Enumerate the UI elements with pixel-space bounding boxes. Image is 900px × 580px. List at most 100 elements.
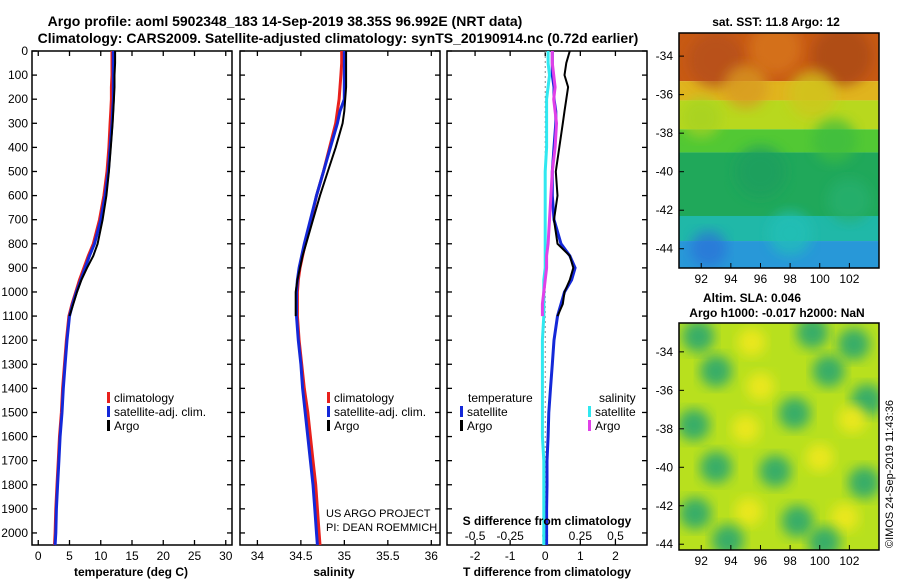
x-tick-label: 35.5 xyxy=(376,549,400,563)
sst-map-title: sat. SST: 11.8 Argo: 12 xyxy=(712,15,840,29)
t-difference-axis-label: T difference from climatology xyxy=(463,565,631,579)
legend-satellite-swatch xyxy=(107,406,110,417)
s-difference-axis: -0.5-0.2500.250.5 xyxy=(465,529,624,543)
depth-tick-label: 1100 xyxy=(2,309,28,323)
lon-tick-label: 98 xyxy=(783,554,797,568)
lat-tick-label: -42 xyxy=(656,203,674,217)
depth-tick-label: 800 xyxy=(8,237,28,251)
sst-map-panel: sat. SST: 11.8 Argo: 12 92 94 96 98 100 102 -3… xyxy=(656,15,880,286)
lon-tick-label: 96 xyxy=(754,272,768,286)
sla-high-anomaly xyxy=(737,328,766,357)
lon-tick-label: 102 xyxy=(839,272,859,286)
lat-tick-label: -38 xyxy=(656,422,674,436)
sla-high-anomaly xyxy=(746,372,775,401)
series-s-argo xyxy=(540,51,559,317)
depth-tick-label: 900 xyxy=(8,261,28,275)
sla-field xyxy=(679,323,879,550)
legend-climatology-swatch xyxy=(327,392,330,403)
sla-high-anomaly xyxy=(838,405,867,434)
depth-axis-ticks xyxy=(447,50,647,534)
legend-satellite-swatch xyxy=(327,406,330,417)
legend-satellite-label: satellite-adj. clim. xyxy=(334,405,426,419)
sla-map-axes: 92 94 96 98 100 102 -34 -36 -38 -40 -42 -44 xyxy=(656,345,860,568)
x-tick-label: 15 xyxy=(125,549,139,563)
t-difference-axis: -2 -1 0 1 2 xyxy=(470,51,619,563)
sst-map-axes: 92 94 96 98 100 102 -34 -36 -38 -40 -42 -44 xyxy=(656,49,860,286)
temperature-series xyxy=(53,51,117,546)
legend-satellite-label: satellite-adj. clim. xyxy=(114,405,206,419)
legend-climatology-swatch xyxy=(107,392,110,403)
imos-timestamp: ©IMOS 24-Sep-2019 11:43:36 xyxy=(884,400,896,548)
lat-tick-label: -44 xyxy=(656,537,674,551)
difference-series xyxy=(540,50,577,545)
s-tick-label: -0.25 xyxy=(496,529,524,543)
legend-argo-label: Argo xyxy=(114,419,140,433)
legend-s-satellite-label: satellite xyxy=(595,405,636,419)
legend-argo-swatch xyxy=(327,420,330,431)
sla-low-anomaly xyxy=(700,451,733,484)
x-tick-label: 5 xyxy=(66,549,73,563)
s-tick-label: 0.5 xyxy=(607,529,624,543)
sla-low-anomaly xyxy=(711,524,744,550)
depth-tick-label: 500 xyxy=(8,164,28,178)
lon-tick-label: 100 xyxy=(810,554,830,568)
sla-high-anomaly xyxy=(731,414,760,443)
lat-tick-label: -34 xyxy=(656,345,674,359)
sla-low-anomaly xyxy=(781,505,814,538)
lon-tick-label: 92 xyxy=(695,272,709,286)
depth-tick-label: 400 xyxy=(8,140,28,154)
sst-patch xyxy=(812,118,857,163)
x-tick-label: 30 xyxy=(219,549,233,563)
lat-tick-label: -40 xyxy=(656,165,674,179)
depth-tick-label: 1600 xyxy=(1,430,28,444)
salinity-plot-frame xyxy=(239,50,441,546)
lat-tick-label: -36 xyxy=(656,383,674,397)
legend-temperature-heading: temperature xyxy=(468,391,533,405)
sst-patch xyxy=(749,33,802,75)
sla-map-frame xyxy=(678,322,880,551)
credit-pi: PI: DEAN ROEMMICH xyxy=(326,522,437,534)
sst-field xyxy=(679,33,879,268)
lon-tick-label: 94 xyxy=(724,272,738,286)
legend-t-argo-label: Argo xyxy=(467,419,493,433)
sla-low-anomaly xyxy=(679,408,710,441)
x-tick-label: 2 xyxy=(612,549,619,563)
lat-tick-label: -38 xyxy=(656,126,674,140)
difference-legend: temperature satellite Argo salinity sate… xyxy=(460,391,636,433)
x-tick-label: 1 xyxy=(577,549,584,563)
legend-t-argo-swatch xyxy=(460,420,463,431)
depth-tick-label: 1000 xyxy=(1,285,28,299)
sla-map-title-2: Argo h1000: -0.017 h2000: NaN xyxy=(689,306,864,320)
lat-tick-label: -42 xyxy=(656,499,674,513)
legend-t-satellite-label: satellite xyxy=(467,405,508,419)
sst-patch xyxy=(768,211,813,256)
x-tick-label: 0 xyxy=(542,549,549,563)
depth-tick-label: 1400 xyxy=(1,381,28,395)
salinity-profile-panel: 34 34.5 35 35.5 36 salinity climatology sate… xyxy=(239,50,441,579)
sla-high-anomaly xyxy=(830,503,859,532)
x-tick-label: 36 xyxy=(425,549,439,563)
figure-title-line-1: Argo profile: aoml 5902348_183 14-Sep-20… xyxy=(48,13,523,29)
legend-s-argo-swatch xyxy=(588,420,591,431)
sla-map-panel: Altim. SLA: 0.046 Argo h1000: -0.017 h20… xyxy=(656,291,880,568)
depth-tick-label: 1200 xyxy=(1,333,28,347)
x-tick-label: 0 xyxy=(35,549,42,563)
s-tick-label: -0.5 xyxy=(465,529,486,543)
sst-patch xyxy=(811,33,872,87)
sla-low-anomaly xyxy=(812,355,845,388)
temperature-axis-label: temperature (deg C) xyxy=(74,565,188,579)
sla-low-anomaly xyxy=(848,466,879,499)
sla-high-anomaly xyxy=(805,443,834,472)
sst-map-frame xyxy=(678,32,880,269)
depth-tick-label: 0 xyxy=(21,44,28,58)
x-tick-label: 25 xyxy=(188,549,202,563)
legend-argo-label: Argo xyxy=(334,419,360,433)
depth-tick-label: 1900 xyxy=(1,502,28,516)
x-tick-label: 34.5 xyxy=(289,549,313,563)
temperature-plot-frame xyxy=(31,50,233,546)
lat-tick-label: -36 xyxy=(656,88,674,102)
sla-low-anomaly xyxy=(682,323,715,353)
s-difference-axis-label: S difference from climatology xyxy=(463,514,632,528)
difference-profile-panel: -2 -1 0 1 2 -0.5 -0.25 0 0.25 0.5 S difference f… xyxy=(446,50,648,579)
